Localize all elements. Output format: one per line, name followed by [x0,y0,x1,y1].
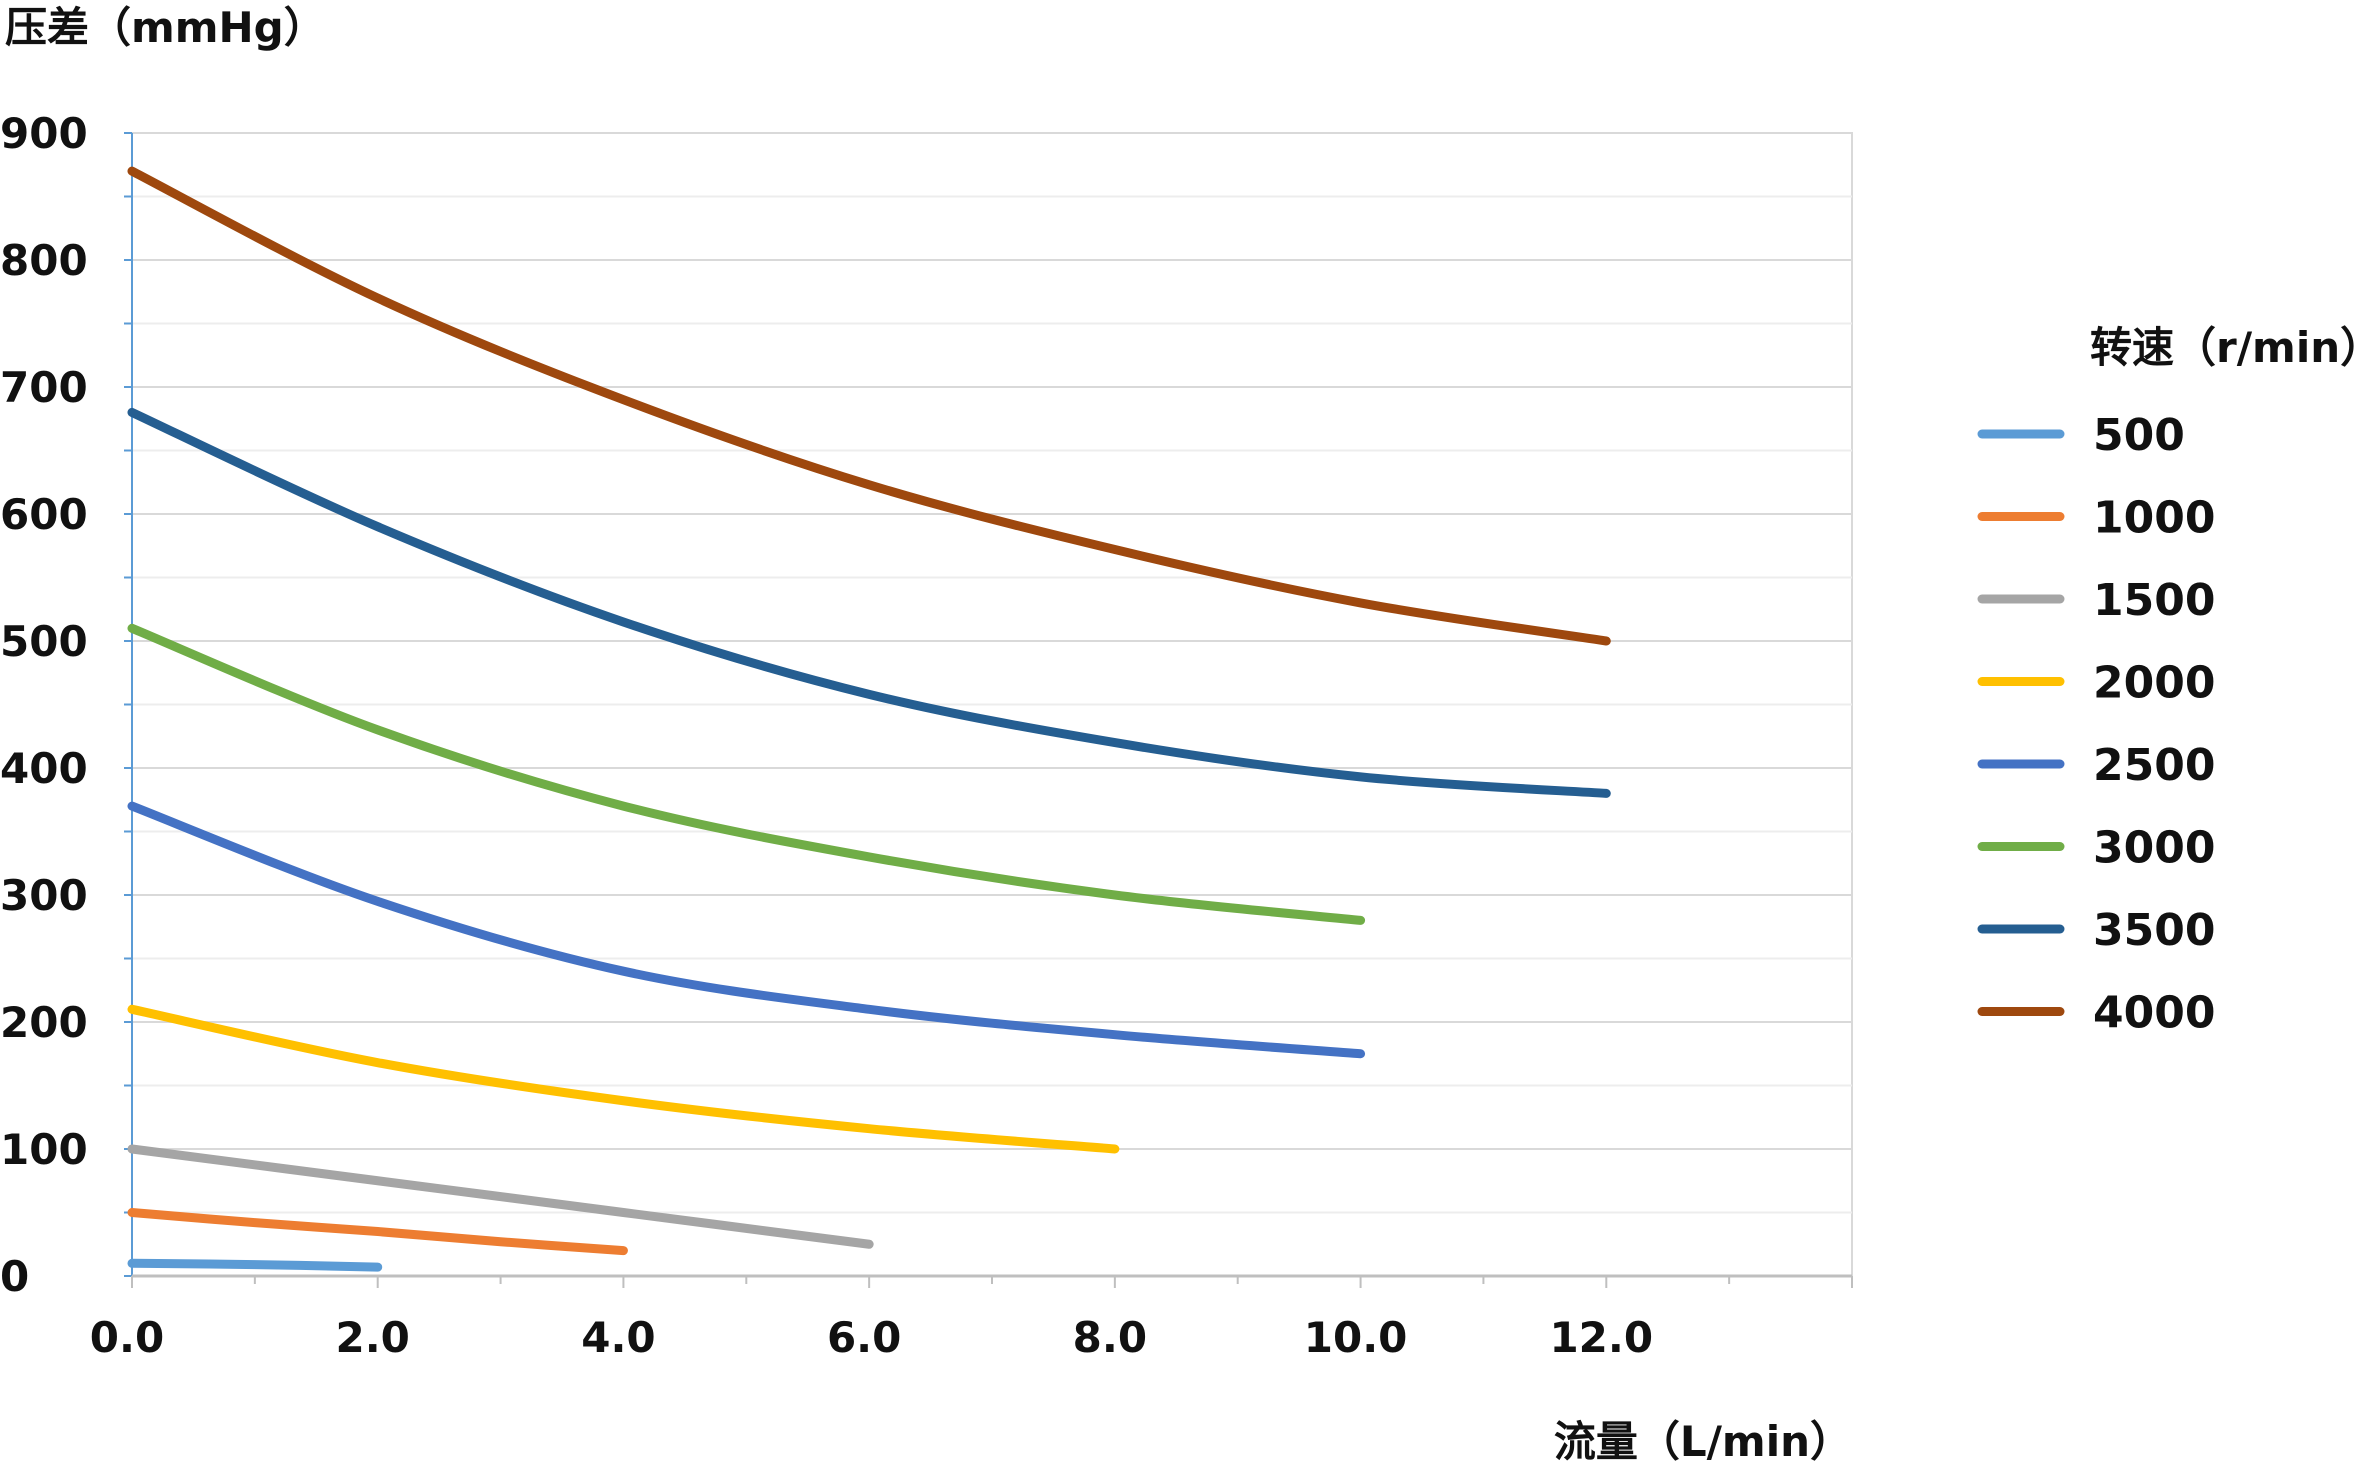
y-tick-label: 900 [0,109,88,158]
legend-title: 转速（r/min） [2090,323,2375,372]
x-axis-title: 流量（L/min） [1554,1417,1852,1466]
x-tick-label: 8.0 [1073,1313,1147,1362]
legend-label-2500: 2500 [2093,740,2215,791]
y-tick-label: 500 [0,617,88,666]
series-line-3500 [127,407,1611,798]
y-tick-label: 400 [0,744,88,793]
legend-label-4000: 4000 [2093,988,2215,1039]
legend-label-2000: 2000 [2093,658,2215,709]
series-line-500 [127,1258,383,1272]
y-tick-label: 800 [0,236,88,285]
legend-label-3500: 3500 [2093,905,2215,956]
x-tick-label: 6.0 [827,1313,901,1362]
y-tick-label: 600 [0,490,88,539]
x-tick-label: 10.0 [1304,1313,1408,1362]
grid-layer [131,132,1853,1277]
x-tick-label: 4.0 [581,1313,655,1362]
legend-label-3000: 3000 [2093,823,2215,874]
legend-label-1500: 1500 [2093,575,2215,626]
series-line-1500 [127,1144,874,1249]
legend-label-1000: 1000 [2093,493,2215,544]
y-tick-label: 300 [0,871,88,920]
series-line-1000 [127,1208,628,1256]
y-tick-label: 0 [0,1252,29,1301]
label-layer: 压差（mmHg） 流量（L/min） 0 100 200 300 400 500 600 70… [0,3,1852,1466]
legend-label-500: 500 [2093,410,2185,461]
x-tick-label: 2.0 [336,1313,410,1362]
x-tick-label: 0.0 [90,1313,164,1362]
y-tick-label: 200 [0,998,88,1047]
legend: 转速（r/min） 500 1000 1500 2000 2500 3000 3500 400… [1977,323,2375,1039]
series-line-2000 [127,1004,1120,1154]
series-line-4000 [127,166,1611,646]
y-tick-label: 700 [0,363,88,412]
series-layer [127,166,1611,1272]
series-line-2500 [127,801,1366,1059]
series-line-3000 [127,623,1366,925]
y-axis-title: 压差（mmHg） [5,3,326,52]
axis-layer [124,132,1853,1288]
y-tick-label: 100 [0,1125,88,1174]
x-tick-label: 12.0 [1549,1313,1653,1362]
